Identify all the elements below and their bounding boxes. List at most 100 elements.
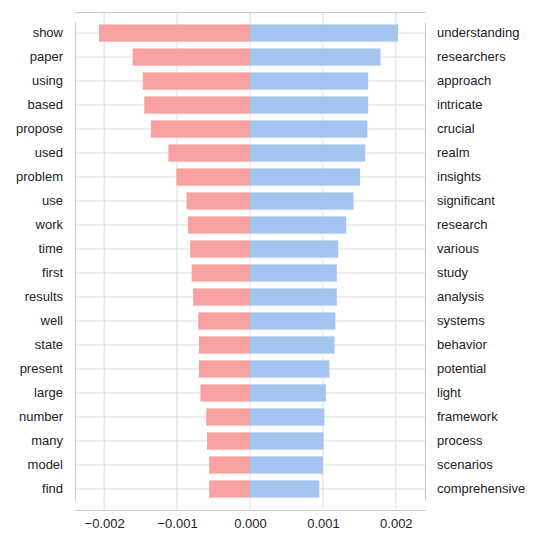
bar <box>250 144 365 161</box>
grid-line <box>104 12 105 510</box>
frame-line <box>76 12 426 13</box>
tick: using <box>32 73 75 88</box>
grid-line <box>395 12 396 510</box>
bar <box>192 264 250 281</box>
tick-label: based <box>28 97 63 112</box>
tick: state <box>35 337 75 352</box>
bar <box>250 432 324 449</box>
tick: first <box>42 265 75 280</box>
tick: results <box>25 289 75 304</box>
bar <box>250 240 338 257</box>
tick-label: insights <box>437 169 482 184</box>
bar <box>250 24 398 41</box>
tick-label: various <box>437 241 479 256</box>
tick-label: show <box>33 25 64 40</box>
tick: research <box>425 217 488 232</box>
tick: realm <box>425 145 470 160</box>
bar <box>207 432 250 449</box>
tick-label: −0.002 <box>85 516 125 531</box>
tick: work <box>35 217 75 232</box>
tick: significant <box>425 193 495 208</box>
tick: −0.001 <box>158 510 198 531</box>
tick: intricate <box>425 97 483 112</box>
tick-label: light <box>437 385 461 400</box>
tick-label: study <box>437 265 469 280</box>
tick-label: work <box>35 217 64 232</box>
bar <box>199 336 250 353</box>
tick-label: −0.001 <box>158 516 198 531</box>
bar <box>250 264 337 281</box>
tick: 0.001 <box>307 510 340 531</box>
tick: comprehensive <box>425 481 525 496</box>
bar <box>209 456 250 473</box>
tick-label: systems <box>437 313 485 328</box>
tick-label: comprehensive <box>437 481 525 496</box>
bar <box>250 456 323 473</box>
bar <box>250 120 367 137</box>
bar <box>187 192 250 209</box>
bar <box>209 480 250 497</box>
tick-label: 0.000 <box>234 516 267 531</box>
tick-label: researchers <box>437 49 506 64</box>
tick: behavior <box>425 337 488 352</box>
tick-label: problem <box>16 169 63 184</box>
tick: well <box>40 313 75 328</box>
bar <box>250 72 368 89</box>
bar <box>250 48 381 65</box>
tick: used <box>35 145 75 160</box>
tick-label: using <box>32 73 63 88</box>
tick-label: understanding <box>437 25 519 40</box>
tick-label: crucial <box>437 121 475 136</box>
bar <box>199 360 250 377</box>
tick-label: approach <box>437 73 491 88</box>
tick: researchers <box>425 49 506 64</box>
plot: show paper using based propose used problem use… <box>16 12 525 531</box>
tick: based <box>28 97 75 112</box>
tick: systems <box>425 313 485 328</box>
tick: paper <box>30 49 75 64</box>
bar <box>176 168 250 185</box>
tick: use <box>42 193 75 208</box>
tick-label: significant <box>437 193 495 208</box>
bar <box>250 192 354 209</box>
tick-label: many <box>31 433 63 448</box>
tick: various <box>425 241 479 256</box>
bar <box>250 168 360 185</box>
tick-label: scenarios <box>437 457 493 472</box>
tick: problem <box>16 169 75 184</box>
bar <box>250 480 319 497</box>
tick: framework <box>425 409 498 424</box>
bar <box>198 312 250 329</box>
tick-label: used <box>35 145 63 160</box>
bar <box>133 48 250 65</box>
bar <box>200 384 250 401</box>
tick-label: process <box>437 433 483 448</box>
tick: process <box>425 433 483 448</box>
tick: understanding <box>425 25 519 40</box>
axis-line <box>425 23 426 501</box>
tick-label: well <box>40 313 64 328</box>
tick: find <box>42 481 75 496</box>
tick-label: time <box>38 241 63 256</box>
bar <box>190 240 250 257</box>
axis: show paper using based propose used problem use… <box>16 23 75 501</box>
tick-label: results <box>25 289 64 304</box>
tick-label: potential <box>437 361 486 376</box>
bar <box>250 96 368 113</box>
tick: large <box>34 385 75 400</box>
tick: model <box>28 457 75 472</box>
bar <box>250 216 346 233</box>
bar <box>193 288 250 305</box>
tick: scenarios <box>425 457 493 472</box>
tick-label: analysis <box>437 289 484 304</box>
tick: analysis <box>425 289 484 304</box>
tick-label: 0.001 <box>307 516 340 531</box>
tick-label: large <box>34 385 63 400</box>
tick: propose <box>16 121 75 136</box>
tick-label: 0.002 <box>380 516 413 531</box>
tick-label: first <box>42 265 63 280</box>
bar <box>168 144 250 161</box>
tick-label: paper <box>30 49 64 64</box>
tick-label: present <box>20 361 64 376</box>
tick: insights <box>425 169 482 184</box>
